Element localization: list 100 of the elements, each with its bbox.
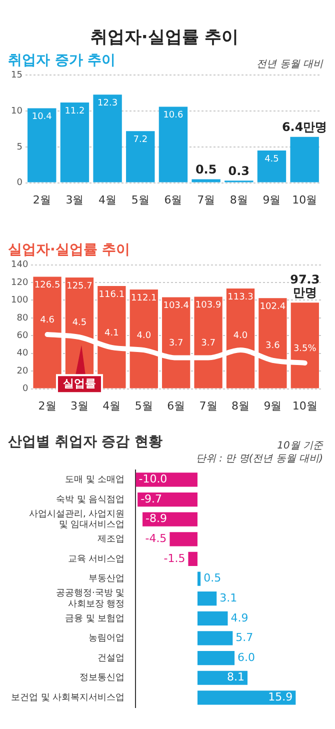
y-tick-label: 교육 서비스업	[68, 554, 125, 564]
bar	[197, 592, 217, 606]
bar	[257, 150, 286, 182]
data-label: 97.3 만명	[290, 272, 320, 300]
y-tick-label: 숙박 및 음식점업	[56, 494, 125, 505]
bar	[142, 512, 198, 526]
chart-title: 산업별 취업자 증감 현황	[8, 434, 163, 450]
x-tick-label: 8월	[231, 399, 250, 412]
bar	[197, 611, 228, 626]
x-tick-label: 9월	[264, 399, 282, 412]
data-label: -4.5	[145, 532, 167, 546]
data-label: 103.9	[195, 300, 222, 311]
x-tick-label: 2월	[32, 193, 51, 206]
bar	[138, 492, 198, 507]
y-tick-label: 농림어업	[88, 634, 125, 644]
bar	[197, 631, 233, 646]
bar	[197, 670, 248, 685]
x-tick-label: 8월	[230, 193, 248, 206]
y-tick-label: 120	[10, 278, 28, 288]
data-label: 4.5	[264, 154, 279, 164]
y-tick-label: 금융 및 보험업	[64, 614, 125, 624]
y-tick-label: 도매 및 소매업	[64, 475, 125, 486]
bar	[197, 690, 296, 705]
data-label: 4.6	[40, 315, 55, 326]
data-label: 4.0	[136, 330, 152, 341]
x-tick-label: 6월	[167, 399, 186, 412]
y-tick-label: 5	[16, 142, 22, 152]
data-label: 113.3	[228, 292, 254, 302]
data-label: 3.7	[168, 338, 184, 349]
y-tick-label: 0	[22, 384, 28, 394]
data-label: 12.3	[98, 98, 118, 108]
chart-subtitle: 취업자 증가 추이	[8, 52, 116, 68]
x-tick-label: 6월	[164, 193, 182, 206]
data-label: 4.1	[104, 328, 119, 338]
data-label: 103.4	[163, 301, 190, 312]
data-label: 102.4	[260, 302, 286, 312]
data-label: 0.3	[228, 164, 250, 178]
y-tick-label: 140	[10, 260, 28, 270]
bar	[126, 131, 155, 182]
x-tick-label: 9월	[262, 193, 281, 206]
data-label: 8.1	[227, 670, 245, 684]
data-label: -10.0	[138, 472, 168, 486]
y-tick-label: 정보통신업	[80, 673, 125, 684]
bar	[170, 532, 198, 546]
data-label: 5.7	[236, 631, 254, 644]
y-tick-label: 80	[16, 313, 28, 324]
data-label: -1.5	[164, 552, 186, 565]
y-tick-label: 보건업 및 사회복지서비스업	[10, 693, 125, 704]
data-label: 0.5	[204, 572, 222, 585]
data-label: 3.5%	[293, 344, 317, 354]
bar	[197, 572, 201, 586]
data-label: 6.0	[238, 650, 256, 664]
x-tick-label: 7월	[199, 399, 218, 412]
data-label: 3.7	[201, 338, 216, 349]
bar	[192, 179, 220, 182]
data-label: 4.5	[72, 318, 87, 328]
data-label: 3.1	[220, 591, 238, 604]
data-label: 10.4	[32, 112, 52, 122]
data-label: 6.4만명	[282, 120, 328, 134]
x-tick-label: 5월	[134, 399, 153, 412]
data-label: 116.1	[98, 290, 125, 300]
bar	[188, 552, 198, 566]
x-tick-label: 7월	[197, 193, 216, 206]
y-tick-label: 공공행정·국방 및 사회보장 행정	[56, 588, 125, 610]
bar	[28, 108, 56, 182]
bar	[290, 136, 319, 182]
data-label: 4.0	[233, 330, 248, 341]
y-tick-label: 60	[16, 331, 28, 341]
text: 실업률	[62, 376, 96, 390]
y-tick-label: 15	[11, 70, 22, 81]
data-label: 112.1	[131, 293, 157, 304]
x-tick-label: 4월	[98, 193, 117, 206]
text: 단위 : 만 명(전년 동월 대비)	[196, 454, 323, 465]
y-tick-label: 건설업	[98, 653, 125, 664]
x-tick-label: 2월	[38, 399, 56, 412]
data-label: 0.5	[195, 162, 217, 176]
data-label: 3.6	[266, 341, 280, 352]
y-tick-label: 100	[10, 296, 28, 306]
x-tick-label: 3월	[66, 193, 84, 206]
data-label: 10.6	[163, 110, 184, 121]
data-label: -9.7	[140, 492, 162, 506]
y-tick-label: 제조업	[98, 534, 125, 544]
x-tick-label: 3월	[70, 399, 88, 412]
bar	[197, 651, 235, 666]
data-label: 125.7	[66, 281, 92, 292]
text: 10월 기준	[277, 440, 324, 452]
y-tick-label: 20	[16, 366, 28, 376]
data-label: 11.2	[64, 106, 85, 116]
y-tick-label: 10	[11, 106, 23, 116]
chart-title: 취업자·실업률 추이	[90, 28, 239, 48]
x-tick-label: 10월	[292, 193, 318, 206]
bar	[93, 94, 122, 182]
chart-title: 실업자·실업률 추이	[8, 242, 130, 258]
data-label: 4.9	[230, 611, 248, 624]
data-label: 126.5	[34, 280, 60, 291]
x-tick-label: 4월	[102, 399, 121, 412]
bar	[158, 106, 188, 182]
bar	[136, 472, 198, 487]
data-label: -8.9	[146, 512, 167, 526]
bar	[60, 102, 90, 182]
